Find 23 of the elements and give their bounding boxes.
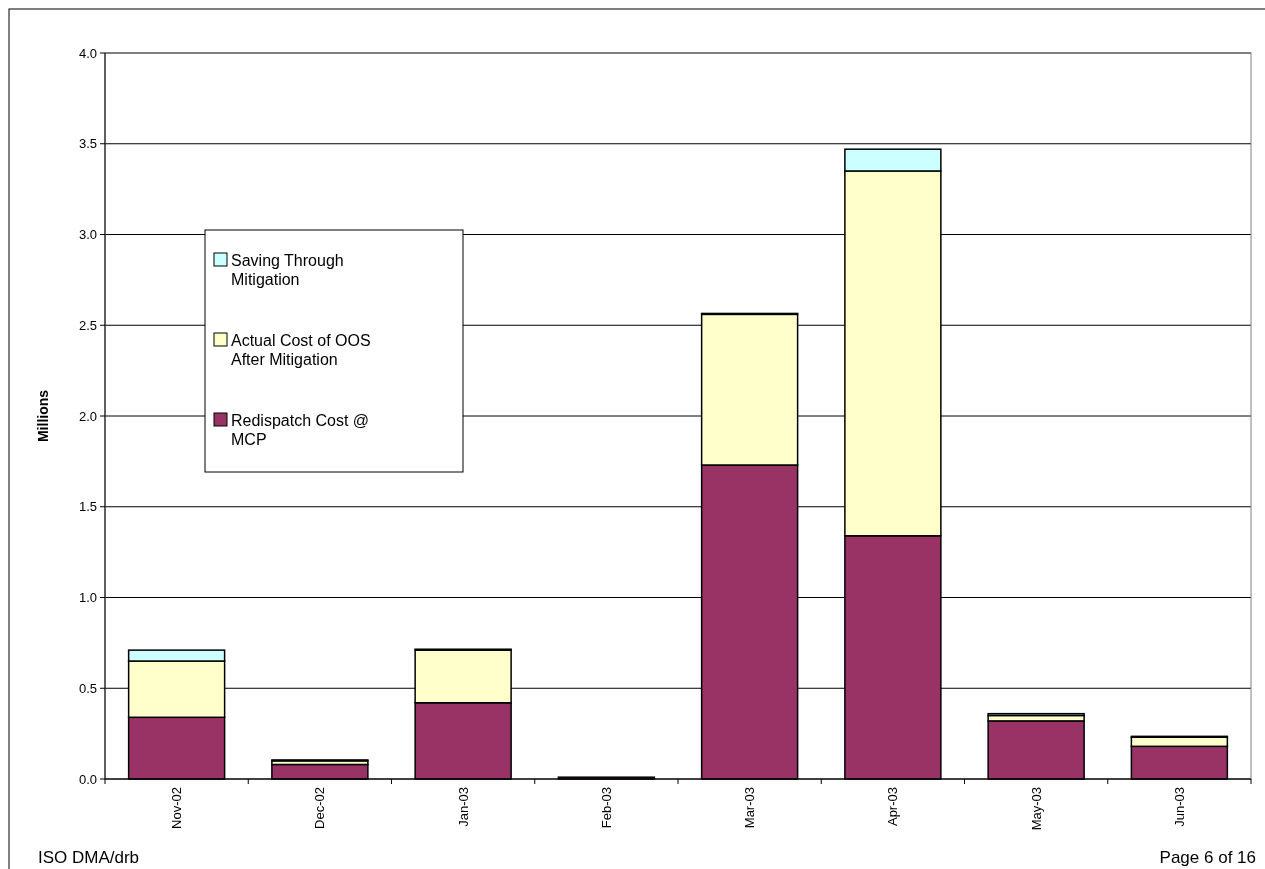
x-tick-label: Dec-02	[312, 787, 328, 829]
x-tick-label: Mar-03	[742, 787, 758, 829]
y-tick-label: 1.0	[78, 590, 97, 606]
text: Page 6 of 16	[1159, 848, 1256, 867]
y-tick-label: 4.0	[78, 45, 97, 61]
y-tick-label: 3.5	[78, 136, 97, 152]
x-tick-label: Feb-03	[598, 787, 614, 829]
x-tick-label: May-03	[1028, 787, 1044, 831]
y-tick-label: 2.5	[78, 317, 97, 333]
text: ISO DMA/drb	[38, 848, 140, 867]
x-tick-label: Jun-03	[1171, 787, 1187, 827]
x-tick-label: Apr-03	[885, 787, 901, 827]
y-tick-label: 2.0	[78, 408, 97, 424]
x-tick-label: Jan-03	[455, 787, 471, 827]
y-axis-title: Millions	[35, 389, 51, 443]
y-tick-label: 0.0	[78, 771, 97, 787]
legend-label: Actual Cost of OOS After Mitigation	[231, 331, 371, 368]
x-tick-label: Nov-02	[169, 787, 185, 829]
y-tick-label: 1.5	[78, 499, 97, 515]
y-tick-label: 3.0	[78, 227, 97, 243]
y-tick-label: 0.5	[78, 680, 97, 696]
legend-label: Saving Through Mitigation	[231, 251, 344, 288]
legend-label: Redispatch Cost @ MCP	[231, 411, 370, 448]
